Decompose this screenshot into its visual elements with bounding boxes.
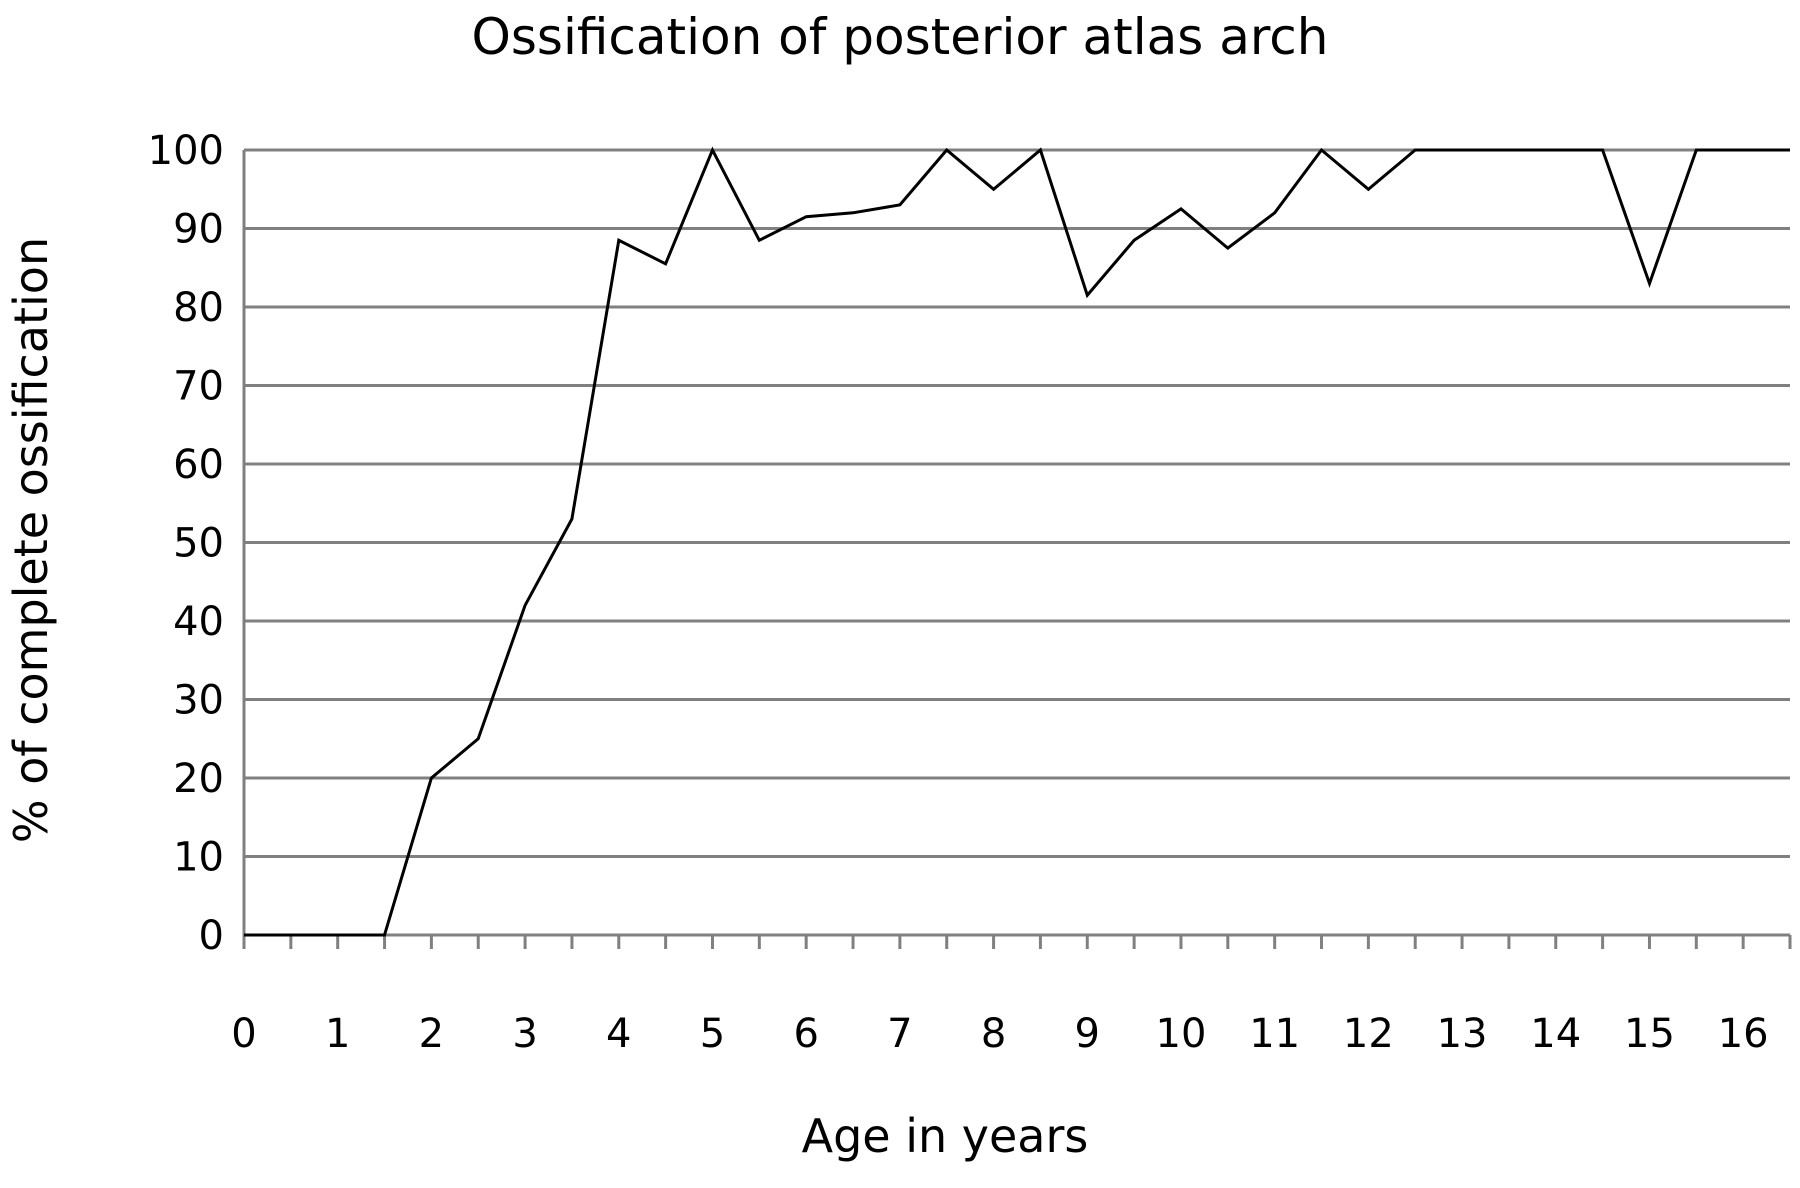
x-tick-label: 10 [1156, 1011, 1207, 1057]
x-axis-label: Age in years [802, 1109, 1089, 1163]
y-tick-label: 100 [148, 128, 224, 174]
series-layer [244, 146, 1790, 937]
y-axis-label: % of complete ossification [4, 237, 58, 843]
x-tick-label: 8 [981, 1011, 1006, 1057]
y-tick-label: 60 [173, 442, 224, 488]
x-tick-label: 6 [793, 1011, 818, 1057]
y-tick-label: 90 [173, 207, 224, 253]
y-tick-label: 20 [173, 756, 224, 802]
x-tick-label: 2 [419, 1011, 444, 1057]
x-tick-label: 1 [325, 1011, 350, 1057]
x-tick-label: 16 [1718, 1011, 1769, 1057]
y-tick-label: 50 [173, 521, 224, 567]
y-tick-label: 40 [173, 599, 224, 645]
x-tick-label: 7 [887, 1011, 912, 1057]
y-tick-label: 80 [173, 285, 224, 331]
x-tick-label: 12 [1343, 1011, 1394, 1057]
x-tick-label: 15 [1624, 1011, 1675, 1057]
x-tick-label: 3 [512, 1011, 537, 1057]
y-tick-labels: 0 10 20 30 40 50 60 70 80 90 100 [148, 128, 224, 959]
x-tick-label: 14 [1530, 1011, 1581, 1057]
x-tick-label: 13 [1437, 1011, 1488, 1057]
y-tick-label: 70 [173, 364, 224, 410]
y-tick-label: 0 [199, 913, 224, 959]
y-tick-label: 30 [173, 678, 224, 724]
x-axis: 0 1 2 3 4 5 6 7 8 9 10 11 12 13 14 15 16 [231, 933, 1792, 1057]
chart-title: Ossification of posterior atlas arch [472, 8, 1329, 66]
x-tick-label: 5 [700, 1011, 725, 1057]
x-tick-label: 11 [1249, 1011, 1300, 1057]
x-tick-label: 0 [231, 1011, 256, 1057]
series-line-0 [244, 146, 1790, 937]
y-tick-label: 10 [173, 835, 224, 881]
x-tick-label: 4 [606, 1011, 631, 1057]
gridlines [242, 148, 1790, 935]
x-tick-label: 9 [1075, 1011, 1100, 1057]
